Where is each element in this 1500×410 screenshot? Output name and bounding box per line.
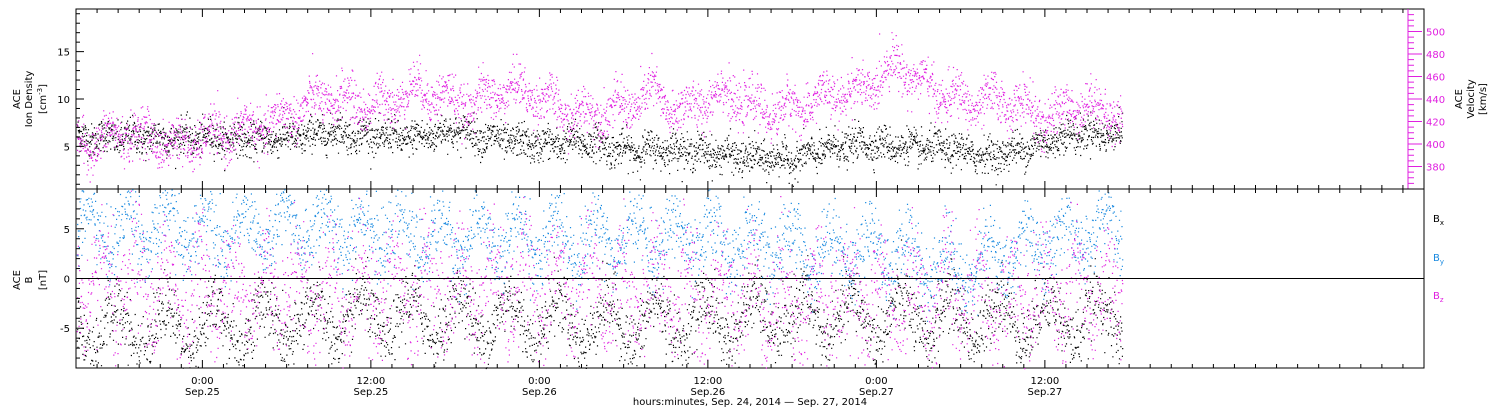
legend-main: B	[1433, 253, 1440, 264]
top-panel: 5 10 15 380 400 420 440 460 480 500 ACE Ion Dens…	[12, 8, 1489, 190]
b-tick-label: 5	[64, 225, 70, 236]
velocity-tick-label: 460	[1426, 73, 1445, 84]
velocity-label-line2: Velocity	[1466, 79, 1477, 118]
b-tick-label: -5	[60, 324, 70, 335]
x-axis-label: hours:minutes, Sep. 24, 2014 — Sep. 27, …	[633, 397, 867, 408]
velocity-label-units: [km/s]	[1478, 83, 1489, 115]
x-tick-labels: 0:00Sep.2512:00Sep.250:00Sep.2612:00Sep.…	[185, 376, 1062, 398]
series-points-by	[76, 189, 1124, 322]
velocity-tick-label: 380	[1426, 163, 1445, 174]
x-tick-time: 0:00	[528, 376, 550, 387]
x-tick-date: Sep.27	[859, 387, 894, 398]
top-plot-frame	[75, 8, 1425, 190]
velocity-label-line1: ACE	[1454, 89, 1465, 109]
series-points-density	[76, 106, 1124, 187]
legend-entry-By: By	[1433, 253, 1444, 266]
x-tick-time: 12:00	[1030, 376, 1059, 387]
b-tick-label: 0	[64, 275, 70, 286]
legend-main: B	[1433, 214, 1440, 225]
density-label-units: [cm-3]	[36, 84, 49, 114]
x-tick-date: Sep.26	[522, 387, 557, 398]
density-unit-base: [cm	[38, 95, 49, 114]
legend-entry-Bx: Bx	[1433, 214, 1444, 227]
density-unit-exponent: -3	[36, 88, 44, 95]
velocity-tick-label: 480	[1426, 50, 1445, 61]
top-x-ticks	[75, 9, 1425, 189]
x-tick-date: Sep.25	[185, 387, 220, 398]
legend-main: B	[1433, 291, 1440, 302]
density-axis: 5 10 15	[57, 13, 84, 185]
bottom-x-ticks	[75, 189, 1425, 368]
b-label-line1: ACE	[12, 270, 23, 290]
legend-sub: x	[1440, 219, 1444, 227]
x-tick-time: 12:00	[356, 376, 385, 387]
velocity-axis: 380 400 420 440 460 480 500	[1407, 9, 1445, 189]
density-tick-label: 15	[57, 48, 70, 59]
b-axis: -5 0 5	[60, 198, 84, 359]
b-label-units: [nT]	[38, 270, 49, 290]
velocity-tick-label: 500	[1426, 28, 1445, 39]
density-label-line1: ACE	[12, 89, 23, 109]
x-tick-time: 12:00	[693, 376, 722, 387]
x-tick-date: Sep.25	[353, 387, 388, 398]
legend-entry-Bz: Bz	[1433, 291, 1444, 304]
x-tick-date: Sep.26	[690, 387, 725, 398]
x-tick-time: 0:00	[865, 376, 887, 387]
velocity-tick-label: 440	[1426, 95, 1445, 106]
b-label-line2: B	[24, 276, 35, 283]
bottom-data-points	[76, 189, 1124, 370]
legend-sub: y	[1440, 258, 1444, 266]
density-tick-label: 10	[57, 95, 70, 106]
density-tick-label: 5	[64, 142, 70, 153]
density-unit-close: ]	[38, 84, 49, 88]
velocity-tick-label: 400	[1426, 140, 1445, 151]
x-tick-date: Sep.27	[1027, 387, 1062, 398]
density-label-line2: Ion Density	[24, 71, 35, 128]
x-tick-time: 0:00	[191, 376, 213, 387]
series-points-bx	[76, 239, 1124, 370]
top-data-points	[76, 32, 1124, 187]
legend-sub: z	[1440, 296, 1444, 304]
velocity-tick-label: 420	[1426, 118, 1445, 129]
